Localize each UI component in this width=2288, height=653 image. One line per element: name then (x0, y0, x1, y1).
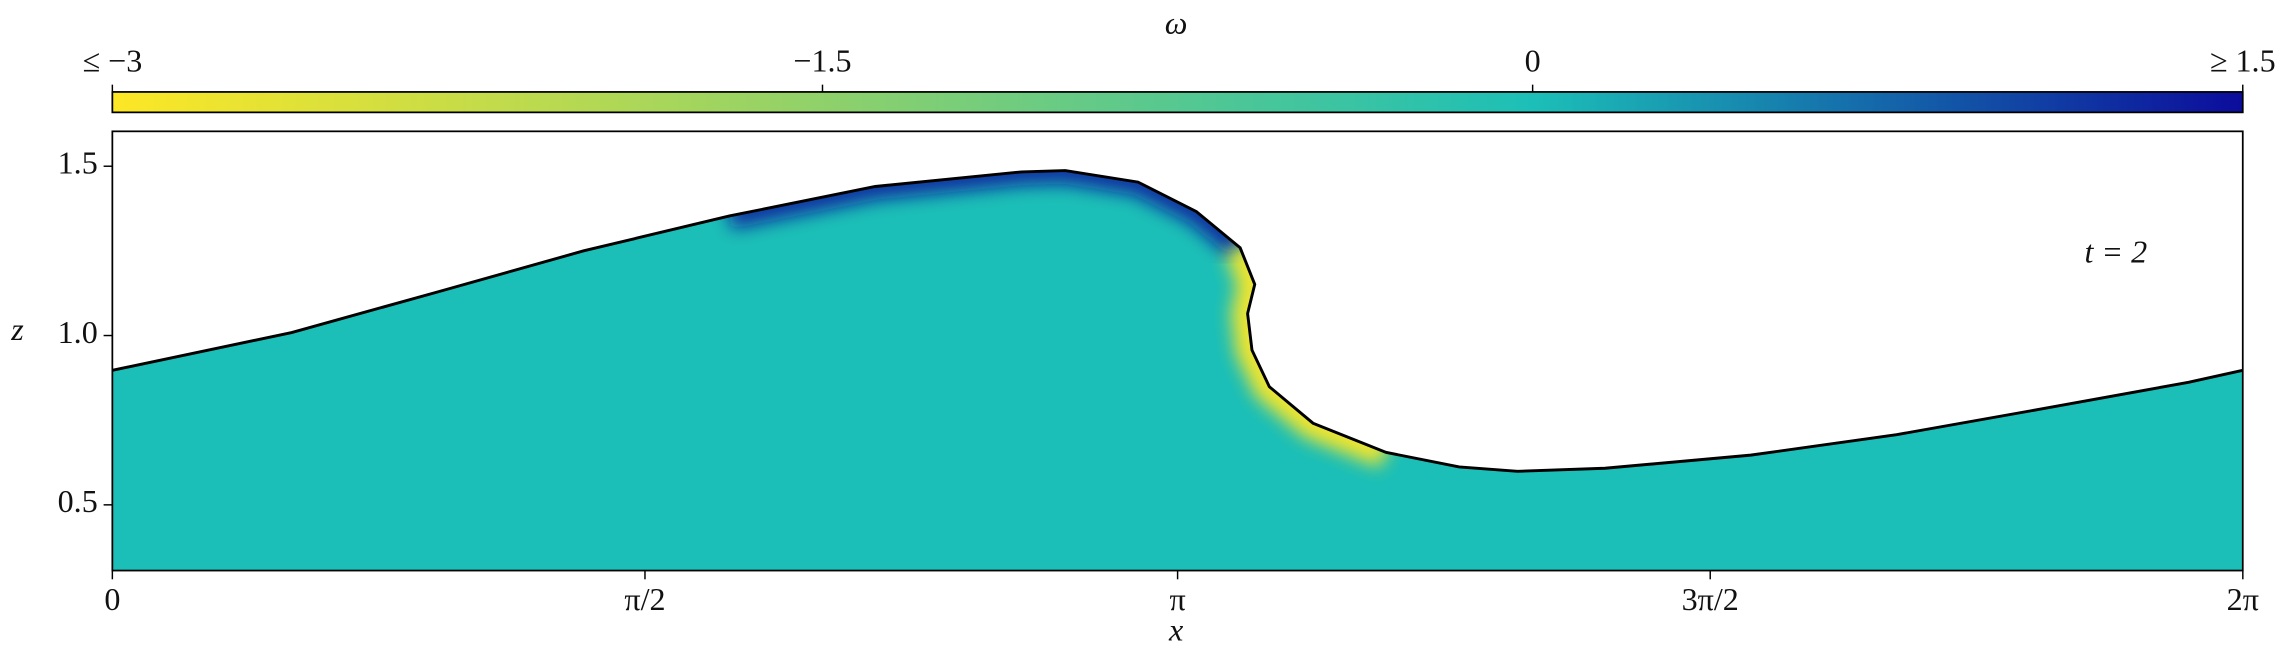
colorbar-tick-label: ≥ 1.5 (2210, 43, 2276, 79)
y-tick-label: 0.5 (58, 483, 98, 519)
colorbar (111, 91, 2244, 114)
x-tick-label: 2π (2227, 581, 2259, 617)
x-tick-label: 3π/2 (1682, 581, 1739, 617)
colorbar-tick-label: 0 (1525, 43, 1541, 79)
water-area (112, 170, 2243, 571)
x-tick-label: 0 (104, 581, 120, 617)
x-tick-label: π/2 (624, 581, 665, 617)
colorbar-tick-label: −1.5 (793, 43, 851, 79)
time-annotation: t = 2 (2084, 234, 2147, 270)
y-axis-label: z (10, 311, 24, 347)
colorbar-label: ω (1165, 5, 1188, 41)
x-tick-label: π (1169, 581, 1185, 617)
surface-line (112, 169, 2244, 473)
colorbar-tick-label: ≤ −3 (82, 43, 142, 79)
y-tick-label: 1.0 (58, 314, 98, 350)
x-axis-label: x (1168, 612, 1184, 648)
y-tick-label: 1.5 (58, 145, 98, 181)
